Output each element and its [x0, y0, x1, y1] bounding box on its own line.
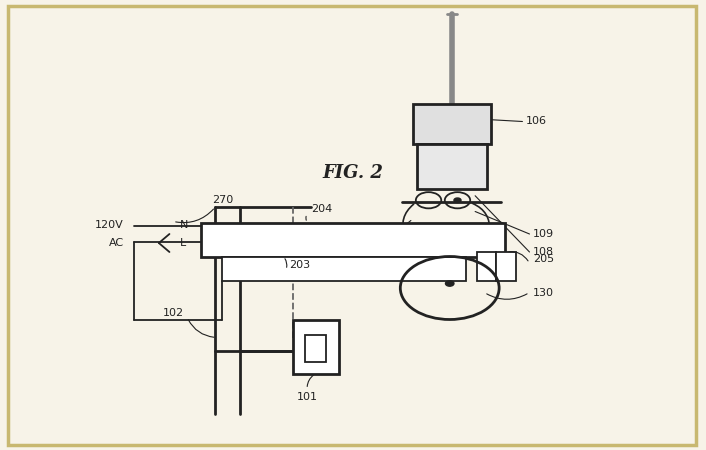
Bar	[201, 223, 505, 256]
Bar	[293, 320, 339, 374]
Text: N: N	[180, 220, 189, 230]
Text: 205: 205	[533, 254, 554, 264]
Bar	[417, 144, 487, 189]
Bar	[477, 252, 496, 281]
FancyBboxPatch shape	[8, 6, 696, 445]
Bar	[413, 104, 491, 144]
Text: 120V: 120V	[95, 220, 124, 230]
Text: L: L	[180, 238, 186, 248]
Text: 109: 109	[533, 229, 554, 239]
Bar	[222, 256, 466, 281]
Text: 204: 204	[311, 204, 332, 214]
Text: 108: 108	[533, 247, 554, 257]
Text: 101: 101	[297, 392, 318, 401]
Circle shape	[454, 198, 461, 202]
Bar	[305, 335, 326, 362]
Text: 106: 106	[526, 117, 547, 126]
Text: 102: 102	[162, 308, 184, 318]
Text: 109: 109	[364, 234, 385, 243]
Circle shape	[445, 281, 454, 286]
Text: AC: AC	[109, 238, 124, 248]
Text: 130: 130	[533, 288, 554, 297]
Text: 203: 203	[289, 261, 311, 270]
Text: 270: 270	[212, 195, 233, 205]
Bar	[496, 252, 516, 281]
Text: FIG. 2: FIG. 2	[323, 164, 383, 182]
